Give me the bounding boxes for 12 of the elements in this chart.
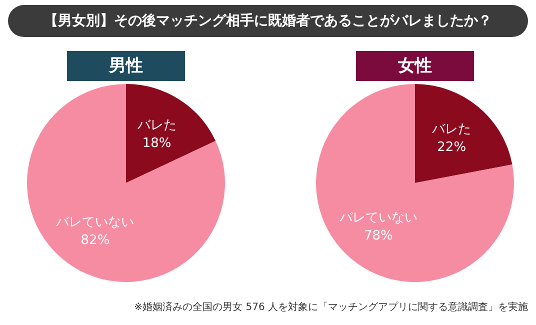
slice-label: バレていない <box>338 210 418 226</box>
text: ※婚姻済みの全国の男女 576 人を対象に「マッチングアプリに関する意識調査」を実施 <box>134 300 528 314</box>
chart-subtitle: 女性 <box>356 51 474 81</box>
chart-subtitle: 男性 <box>67 51 185 81</box>
slice-label: バレた <box>136 118 176 133</box>
slice-label: バレていない <box>55 214 134 230</box>
slice-label: バレた <box>431 122 472 138</box>
data-label: 82% <box>80 232 110 248</box>
text: 【男女別】その後マッチング相手に既婚者であることがバレましたか？ <box>8 5 528 37</box>
data-label: 22% <box>437 140 466 156</box>
data-label: 78% <box>364 228 393 244</box>
data-label: 18% <box>142 136 172 151</box>
